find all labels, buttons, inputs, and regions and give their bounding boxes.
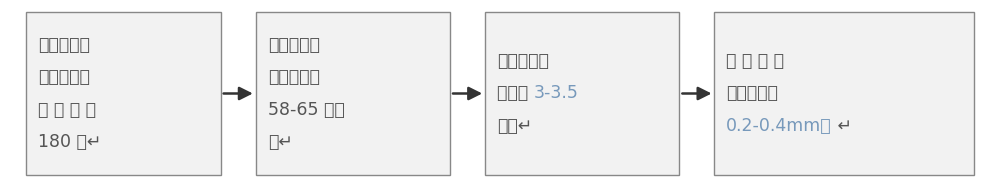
Text: （图案扩张: （图案扩张 xyxy=(726,85,778,102)
Text: 的温度达到: 的温度达到 xyxy=(268,68,320,86)
Text: 3-3.5: 3-3.5 xyxy=(534,85,578,102)
Text: 小时↵: 小时↵ xyxy=(497,117,532,135)
Text: 取 版 检 测: 取 版 检 测 xyxy=(726,52,784,70)
Text: 58-65 摄氏: 58-65 摄氏 xyxy=(268,101,344,119)
Text: 行电镀: 行电镀 xyxy=(497,85,534,102)
Text: 度↵: 度↵ xyxy=(268,133,293,151)
FancyBboxPatch shape xyxy=(485,13,679,174)
Text: 0.2-0.4mm）: 0.2-0.4mm） xyxy=(726,117,832,135)
FancyBboxPatch shape xyxy=(26,13,221,174)
Text: 版横向与旋: 版横向与旋 xyxy=(38,68,90,86)
FancyBboxPatch shape xyxy=(714,13,974,174)
Text: 180 度↵: 180 度↵ xyxy=(38,133,102,151)
FancyBboxPatch shape xyxy=(256,13,450,174)
Text: 插上电源进: 插上电源进 xyxy=(497,52,549,70)
Text: 转 方 向 成: 转 方 向 成 xyxy=(38,101,96,119)
Text: 调节电铸液: 调节电铸液 xyxy=(268,36,320,54)
Text: ↵: ↵ xyxy=(832,117,852,135)
Text: 贴镍版：镍: 贴镍版：镍 xyxy=(38,36,90,54)
